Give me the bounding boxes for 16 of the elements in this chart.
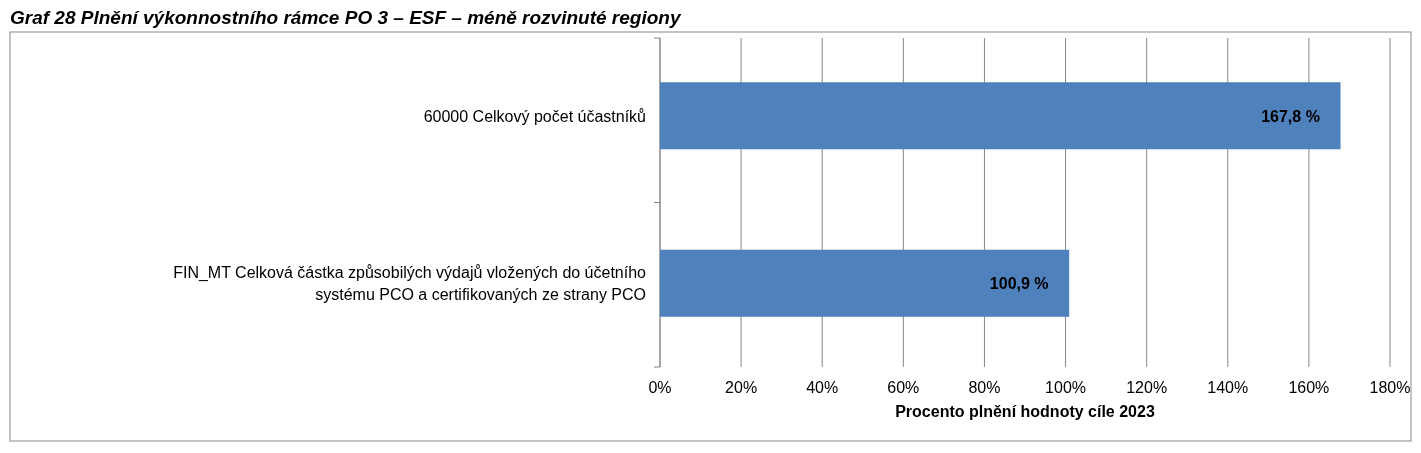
x-axis-title: Procento plnění hodnoty cíle 2023	[895, 403, 1155, 420]
x-tick-label: 120%	[1126, 379, 1168, 396]
x-tick-label: 140%	[1207, 379, 1249, 396]
text: 167,8 %	[1261, 107, 1320, 125]
x-tick-label: 20%	[725, 379, 758, 396]
y-tick-label: 60000 Celkový počet účastníků	[423, 107, 646, 125]
x-tick-label: 160%	[1288, 379, 1330, 396]
x-tick-label: 100%	[1045, 379, 1087, 396]
x-tick-label: 80%	[968, 379, 1001, 396]
x-tick-label: 60%	[887, 379, 920, 396]
x-tick-label: 0%	[648, 379, 672, 396]
text: Graf 28 Plnění výkonnostního rámce PO 3 – ESF – méně rozvinuté regiony	[10, 7, 682, 28]
text: 100,9 %	[989, 275, 1049, 293]
x-tick-label: 40%	[806, 379, 839, 396]
y-tick-label: FIN_MT Celková částka způsobilých výdajů vložených do účetního systému PCO a certifikovaných ze strany PCO	[173, 264, 647, 304]
x-tick-label: 180%	[1369, 379, 1411, 396]
